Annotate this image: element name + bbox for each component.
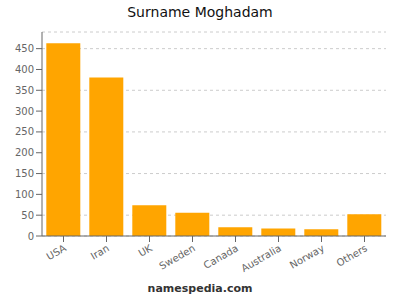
svg-text:200: 200 xyxy=(15,147,34,158)
svg-text:UK: UK xyxy=(137,242,155,259)
svg-text:150: 150 xyxy=(15,168,34,179)
html-text:namespedia.com: namespedia.com xyxy=(147,282,253,295)
svg-text:250: 250 xyxy=(15,126,34,137)
svg-text:Australia: Australia xyxy=(239,242,283,274)
svg-text:0: 0 xyxy=(28,231,34,242)
svg-text:100: 100 xyxy=(15,189,34,200)
svg-text:400: 400 xyxy=(15,64,34,75)
html-text:Surname Moghadam: Surname Moghadam xyxy=(127,4,273,20)
svg-text:Canada: Canada xyxy=(202,242,240,271)
svg-text:Norway: Norway xyxy=(288,242,326,271)
svg-text:Iran: Iran xyxy=(89,242,111,261)
svg-text:Sweden: Sweden xyxy=(157,242,197,271)
svg-text:50: 50 xyxy=(21,210,34,221)
svg-text:450: 450 xyxy=(15,43,34,54)
svg-text:350: 350 xyxy=(15,85,34,96)
svg-text:300: 300 xyxy=(15,106,34,117)
svg-text:Others: Others xyxy=(334,242,369,268)
svg-text:USA: USA xyxy=(45,242,69,262)
